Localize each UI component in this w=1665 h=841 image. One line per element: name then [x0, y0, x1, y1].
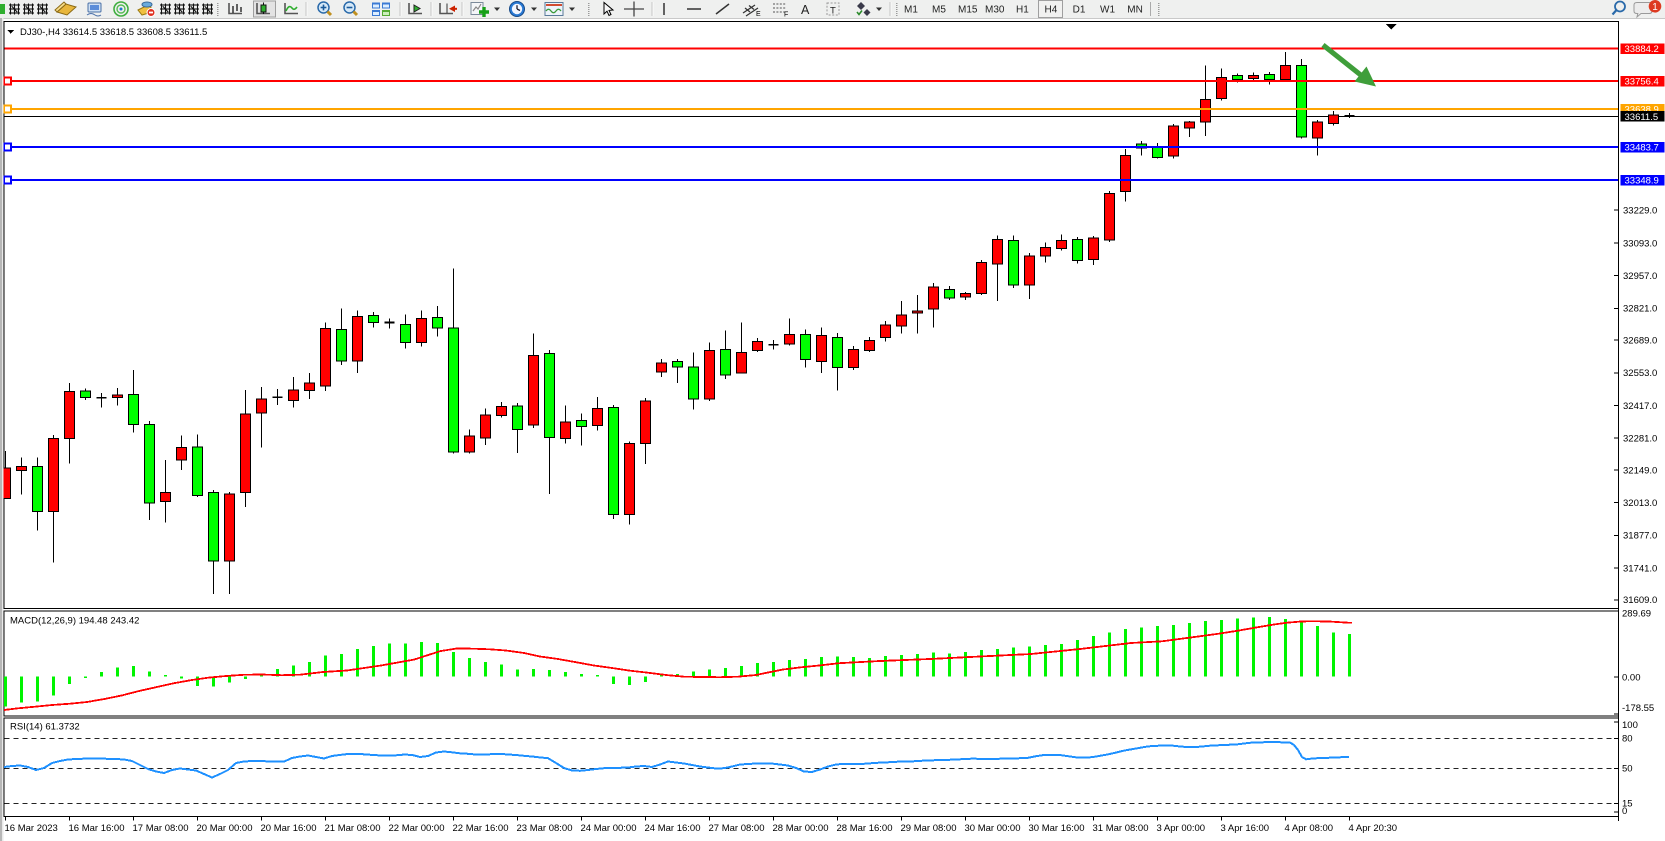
svg-text:32013.0: 32013.0 — [1623, 498, 1657, 509]
svg-text:T: T — [830, 6, 836, 17]
svg-text:30 Mar 00:00: 30 Mar 00:00 — [965, 823, 1021, 834]
svg-text:32149.0: 32149.0 — [1623, 465, 1657, 476]
svg-text:3 Apr 16:00: 3 Apr 16:00 — [1221, 823, 1270, 834]
svg-text:E: E — [756, 11, 761, 18]
svg-text:33348.9: 33348.9 — [1625, 175, 1659, 186]
svg-text:33884.2: 33884.2 — [1625, 44, 1659, 55]
svg-text:0: 0 — [1622, 806, 1627, 817]
svg-text:33093.0: 33093.0 — [1623, 238, 1657, 249]
svg-text:F: F — [784, 12, 788, 19]
svg-text:17 Mar 08:00: 17 Mar 08:00 — [133, 823, 189, 834]
svg-text:M15: M15 — [958, 5, 978, 16]
svg-text:1: 1 — [1652, 2, 1658, 13]
svg-text:28 Mar 16:00: 28 Mar 16:00 — [837, 823, 893, 834]
svg-text:M30: M30 — [985, 5, 1005, 16]
svg-text:M5: M5 — [932, 5, 946, 16]
svg-text:31877.0: 31877.0 — [1623, 531, 1657, 542]
svg-text:MACD(12,26,9) 194.48 243.42: MACD(12,26,9) 194.48 243.42 — [10, 616, 139, 627]
svg-text:32553.0: 32553.0 — [1623, 368, 1657, 379]
svg-text:20 Mar 00:00: 20 Mar 00:00 — [197, 823, 253, 834]
svg-text:D1: D1 — [1073, 5, 1086, 16]
svg-text:33756.4: 33756.4 — [1625, 76, 1659, 87]
svg-text:289.69: 289.69 — [1622, 608, 1651, 619]
svg-text:22 Mar 00:00: 22 Mar 00:00 — [389, 823, 445, 834]
svg-text:23 Mar 08:00: 23 Mar 08:00 — [517, 823, 573, 834]
svg-text:33229.0: 33229.0 — [1623, 206, 1657, 217]
svg-text:30 Mar 16:00: 30 Mar 16:00 — [1029, 823, 1085, 834]
svg-text:21 Mar 08:00: 21 Mar 08:00 — [325, 823, 381, 834]
svg-text:RSI(14) 61.3732: RSI(14) 61.3732 — [10, 722, 80, 733]
svg-text:29 Mar 08:00: 29 Mar 08:00 — [901, 823, 957, 834]
svg-text:32281.0: 32281.0 — [1623, 434, 1657, 445]
svg-text:16 Mar 2023: 16 Mar 2023 — [5, 823, 58, 834]
svg-text:4 Apr 08:00: 4 Apr 08:00 — [1285, 823, 1334, 834]
svg-text:H1: H1 — [1016, 5, 1029, 16]
svg-text:4 Apr 20:30: 4 Apr 20:30 — [1349, 823, 1398, 834]
svg-text:80: 80 — [1622, 734, 1633, 745]
svg-text:DJ30-,H4 33614.5 33618.5 3360: DJ30-,H4 33614.5 33618.5 33608.5 33611.5 — [20, 27, 207, 38]
svg-text:W1: W1 — [1100, 5, 1115, 16]
svg-text:3 Apr 00:00: 3 Apr 00:00 — [1157, 823, 1206, 834]
svg-text:15: 15 — [1622, 799, 1633, 810]
svg-text:27 Mar 08:00: 27 Mar 08:00 — [709, 823, 765, 834]
svg-text:32417.0: 32417.0 — [1623, 401, 1657, 412]
svg-text:31741.0: 31741.0 — [1623, 563, 1657, 574]
svg-text:H4: H4 — [1045, 5, 1058, 16]
svg-text:A: A — [801, 3, 810, 17]
svg-text:32689.0: 32689.0 — [1623, 335, 1657, 346]
svg-text:50: 50 — [1622, 764, 1633, 775]
svg-text:31609.0: 31609.0 — [1623, 595, 1657, 606]
svg-text:M1: M1 — [904, 5, 918, 16]
svg-text:33611.5: 33611.5 — [1625, 112, 1659, 123]
svg-text:100: 100 — [1622, 720, 1638, 731]
svg-text:24 Mar 00:00: 24 Mar 00:00 — [581, 823, 637, 834]
svg-text:24 Mar 16:00: 24 Mar 16:00 — [645, 823, 701, 834]
svg-text:32821.0: 32821.0 — [1623, 304, 1657, 315]
svg-text:0.00: 0.00 — [1622, 672, 1641, 683]
svg-text:22 Mar 16:00: 22 Mar 16:00 — [453, 823, 509, 834]
svg-text:16 Mar 16:00: 16 Mar 16:00 — [69, 823, 125, 834]
svg-text:-178.55: -178.55 — [1622, 703, 1654, 714]
svg-text:28 Mar 00:00: 28 Mar 00:00 — [773, 823, 829, 834]
svg-text:20 Mar 16:00: 20 Mar 16:00 — [261, 823, 317, 834]
svg-text:33638.9: 33638.9 — [1625, 104, 1659, 115]
svg-text:31 Mar 08:00: 31 Mar 08:00 — [1093, 823, 1149, 834]
svg-text:MN: MN — [1127, 5, 1143, 16]
svg-text:32957.0: 32957.0 — [1623, 271, 1657, 282]
svg-text:33483.7: 33483.7 — [1625, 142, 1659, 153]
